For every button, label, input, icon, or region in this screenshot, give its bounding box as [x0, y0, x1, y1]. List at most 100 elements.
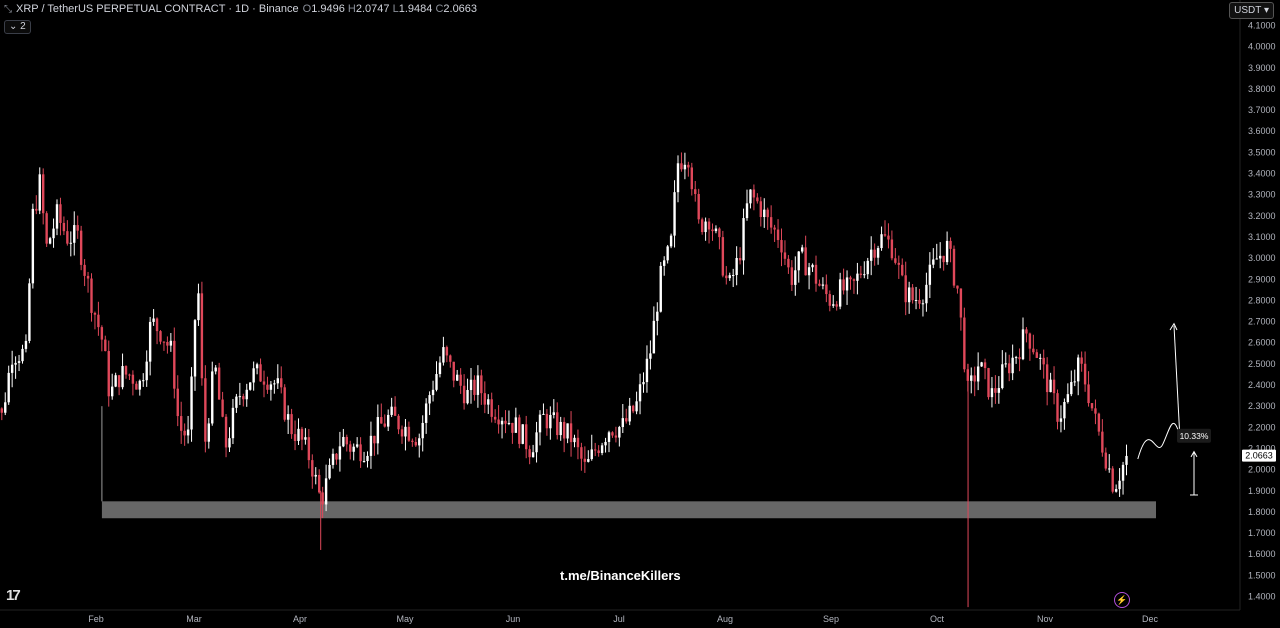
candle-body: [1056, 393, 1059, 422]
candle-body: [4, 402, 7, 413]
candle-body: [411, 440, 414, 442]
x-tick-label: Aug: [717, 614, 733, 624]
candle-body: [445, 347, 449, 356]
y-tick-label: 3.1000: [1248, 232, 1276, 242]
candle-body: [738, 258, 742, 261]
candle-body: [66, 231, 69, 244]
candle-body: [838, 279, 842, 307]
candle-body: [300, 428, 304, 440]
ohlc-readout: O1.9496 H2.0747 L1.9484 C2.0663: [302, 3, 478, 15]
candle-body: [21, 348, 24, 362]
candle-body: [711, 229, 714, 232]
candle-body: [921, 303, 925, 305]
candle-body: [135, 383, 138, 390]
candle-body: [638, 384, 642, 402]
candle-body: [907, 287, 911, 303]
candle-body: [500, 420, 504, 425]
y-tick-label: 2.8000: [1248, 295, 1276, 305]
candle-body: [266, 384, 269, 390]
arrow-up-icon: [1169, 322, 1178, 331]
candle-body: [200, 293, 204, 379]
candle-body: [114, 375, 117, 387]
candle-body: [963, 317, 966, 370]
candle-body: [997, 388, 1001, 393]
y-tick-label: 1.6000: [1248, 549, 1276, 559]
candle-body: [124, 366, 128, 375]
candle-body: [863, 274, 866, 276]
candle-body: [1097, 413, 1101, 432]
candle-body: [587, 459, 590, 462]
candle-body: [421, 422, 424, 439]
candle-body: [901, 264, 904, 276]
candle-body: [121, 366, 124, 388]
candle-body: [580, 447, 583, 459]
candle-body: [718, 228, 721, 238]
candle-body: [493, 416, 497, 420]
candle-body: [697, 194, 700, 220]
candle-body: [528, 449, 531, 458]
candle-body: [787, 258, 790, 268]
x-tick-label: Apr: [293, 614, 307, 624]
candle-body: [904, 275, 907, 303]
indicators-toggle-button[interactable]: ⌄ 2: [4, 20, 31, 34]
candle-body: [801, 247, 804, 252]
candle-body: [55, 204, 59, 229]
candle-body: [331, 453, 335, 465]
projection-label: 10.33%: [1180, 431, 1209, 441]
candle-body: [352, 446, 355, 452]
candle-body: [642, 382, 645, 385]
candle-body: [290, 414, 293, 435]
candle-body: [10, 364, 14, 373]
chevron-down-icon: ▾: [1263, 5, 1269, 16]
candle-body: [873, 249, 876, 258]
candle-body: [1011, 357, 1014, 374]
projection-path: [1137, 422, 1181, 460]
candle-body: [128, 374, 131, 376]
candle-body: [428, 395, 431, 404]
candle-body: [1025, 329, 1028, 334]
support-zone: [101, 501, 1156, 519]
candle-body: [1125, 455, 1128, 465]
symbol-title[interactable]: XRP / TetherUS PERPETUAL CONTRACT · 1D ·…: [16, 3, 299, 15]
collapse-icon[interactable]: ⤡: [4, 3, 12, 15]
candle-body: [518, 417, 521, 444]
candle-body: [259, 364, 262, 382]
candle-body: [73, 225, 76, 243]
tradingview-logo[interactable]: 17: [6, 587, 21, 604]
candle-body: [35, 208, 38, 211]
y-tick-label: 3.6000: [1248, 126, 1276, 136]
y-tick-label: 2.9000: [1248, 274, 1276, 284]
last-price-tag: [1242, 449, 1276, 462]
symbol-header: ⤡ XRP / TetherUS PERPETUAL CONTRACT · 1D…: [4, 3, 477, 15]
candle-body: [183, 430, 186, 436]
candle-body: [335, 453, 338, 460]
candle-body: [376, 417, 380, 444]
candle-body: [663, 260, 666, 266]
candle-body: [469, 379, 473, 391]
bolt-icon[interactable]: ⚡: [1114, 592, 1130, 608]
candle-body: [400, 429, 404, 437]
watermark: t.me/BinanceKillers: [560, 568, 681, 583]
candle-body: [79, 230, 83, 265]
x-tick-label: Jun: [506, 614, 521, 624]
candle-body: [314, 474, 317, 477]
candle-body: [38, 174, 41, 211]
candle-body: [497, 419, 500, 425]
candle-body: [549, 414, 552, 429]
candle-body: [449, 355, 452, 362]
y-tick-label: 3.8000: [1248, 84, 1276, 94]
candle-body: [859, 273, 863, 275]
candle-body: [17, 361, 21, 363]
candle-body: [559, 421, 562, 436]
candle-body: [283, 387, 286, 420]
currency-button[interactable]: USDT ▾: [1229, 2, 1274, 19]
candle-body: [835, 304, 838, 307]
candle-body: [373, 435, 376, 444]
candle-body: [311, 460, 314, 477]
candle-body: [24, 340, 28, 349]
candle-body: [925, 284, 928, 304]
candle-body: [556, 412, 559, 436]
candle-body: [269, 384, 273, 390]
candle-body: [487, 399, 490, 405]
